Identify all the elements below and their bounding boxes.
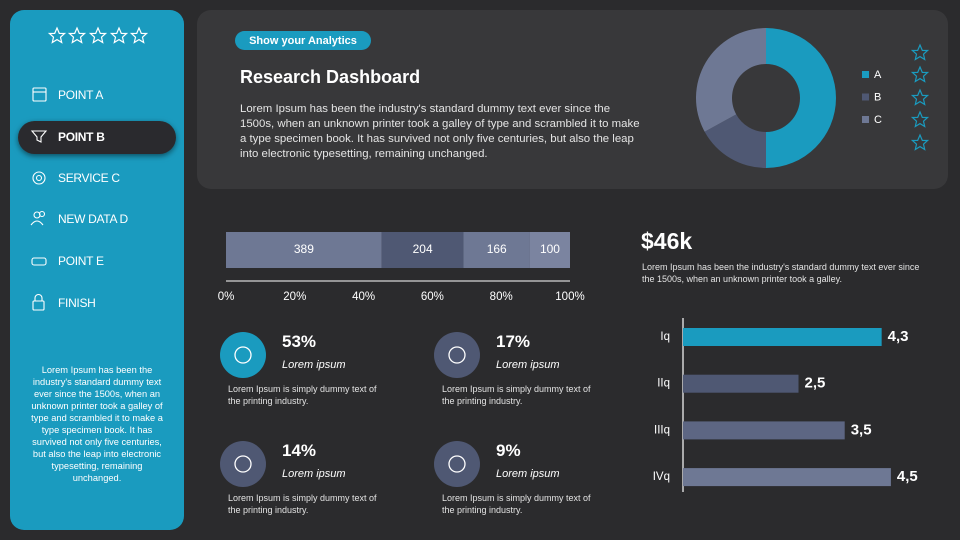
stat-text: Lorem Ipsum is simply dummy text of the … bbox=[442, 384, 591, 406]
segment-label: 389 bbox=[294, 242, 314, 256]
active-nav-pill[interactable] bbox=[18, 121, 176, 154]
stat-text: Lorem Ipsum is simply dummy text of the … bbox=[442, 493, 591, 515]
y-tick-label: IIIq bbox=[654, 424, 670, 436]
kpi-text: Lorem Ipsum has been the industry's stan… bbox=[642, 262, 920, 284]
sidebar-text: Lorem Ipsum has been the industry's stan… bbox=[31, 365, 163, 483]
title: Research Dashboard bbox=[240, 67, 421, 87]
segment-label: 166 bbox=[487, 242, 507, 256]
stat-icon bbox=[434, 441, 480, 487]
stat-icon-glyph bbox=[448, 455, 466, 473]
value-label: 2,5 bbox=[805, 375, 826, 392]
stacked-segment bbox=[463, 232, 530, 268]
stat-icon-glyph bbox=[234, 455, 252, 473]
nav-item[interactable]: SERVICE C bbox=[58, 171, 120, 185]
stat-value: 53% bbox=[282, 332, 317, 351]
kpi-value: $46k bbox=[641, 228, 693, 254]
badge-text: Show your Analytics bbox=[249, 35, 357, 47]
stat-value: 17% bbox=[496, 332, 531, 351]
icons bbox=[30, 87, 48, 311]
stat-text: Lorem Ipsum is simply dummy text of the … bbox=[228, 493, 377, 515]
value-label: 3,5 bbox=[851, 421, 872, 438]
bar bbox=[683, 468, 891, 487]
y-tick-label: Iq bbox=[660, 331, 670, 343]
stacked-segment bbox=[529, 232, 570, 268]
bar bbox=[683, 421, 845, 440]
donut-slice bbox=[695, 28, 766, 132]
donut-slice bbox=[704, 114, 766, 168]
nav-item[interactable]: POINT E bbox=[58, 254, 104, 268]
y-tick-label: IIq bbox=[657, 378, 670, 390]
stacked-segment bbox=[226, 232, 382, 268]
segment-label: 204 bbox=[413, 242, 433, 256]
stat-icon bbox=[434, 332, 480, 378]
legend-swatch bbox=[862, 71, 869, 78]
value-label: 4,5 bbox=[897, 468, 918, 485]
bar bbox=[683, 374, 799, 393]
x-tick-label: 60% bbox=[421, 291, 444, 303]
stat-label: Lorem ipsum bbox=[496, 468, 560, 480]
nav-item[interactable]: NEW DATA D bbox=[58, 212, 128, 226]
nav-item[interactable]: POINT B bbox=[58, 130, 105, 144]
x-tick-label: 80% bbox=[490, 291, 513, 303]
badge bbox=[235, 31, 371, 50]
nav-item[interactable]: FINISH bbox=[58, 296, 96, 310]
donut-slice bbox=[766, 28, 836, 168]
x-tick-label: 100% bbox=[555, 291, 584, 303]
nav-item[interactable]: POINT A bbox=[58, 88, 104, 102]
legend-swatch bbox=[862, 93, 869, 101]
legend-label: C bbox=[874, 114, 882, 126]
x-tick-label: 20% bbox=[283, 291, 306, 303]
legend-label: A bbox=[874, 69, 882, 81]
segment-label: 100 bbox=[540, 242, 560, 256]
header-text: Lorem Ipsum has been the industry's stan… bbox=[240, 103, 640, 160]
stat-label: Lorem ipsum bbox=[496, 359, 560, 371]
stat-text: Lorem Ipsum is simply dummy text of the … bbox=[228, 384, 377, 406]
legend-swatch bbox=[862, 116, 869, 123]
stat-icon bbox=[220, 441, 266, 487]
stat-icon-glyph bbox=[448, 346, 466, 364]
x-tick-label: 0% bbox=[218, 291, 235, 303]
stat-value: 9% bbox=[496, 441, 521, 460]
stat-label: Lorem ipsum bbox=[282, 468, 346, 480]
stat-icon-glyph bbox=[234, 346, 252, 364]
stat-value: 14% bbox=[282, 441, 317, 460]
stacked-segment bbox=[381, 232, 464, 268]
value-label: 4,3 bbox=[888, 328, 909, 345]
bar bbox=[683, 328, 882, 346]
stat-icon bbox=[220, 332, 266, 378]
y-tick-label: IVq bbox=[653, 471, 670, 483]
x-tick-label: 40% bbox=[352, 291, 375, 303]
legend-label: B bbox=[874, 91, 881, 103]
stat-label: Lorem ipsum bbox=[282, 359, 346, 371]
